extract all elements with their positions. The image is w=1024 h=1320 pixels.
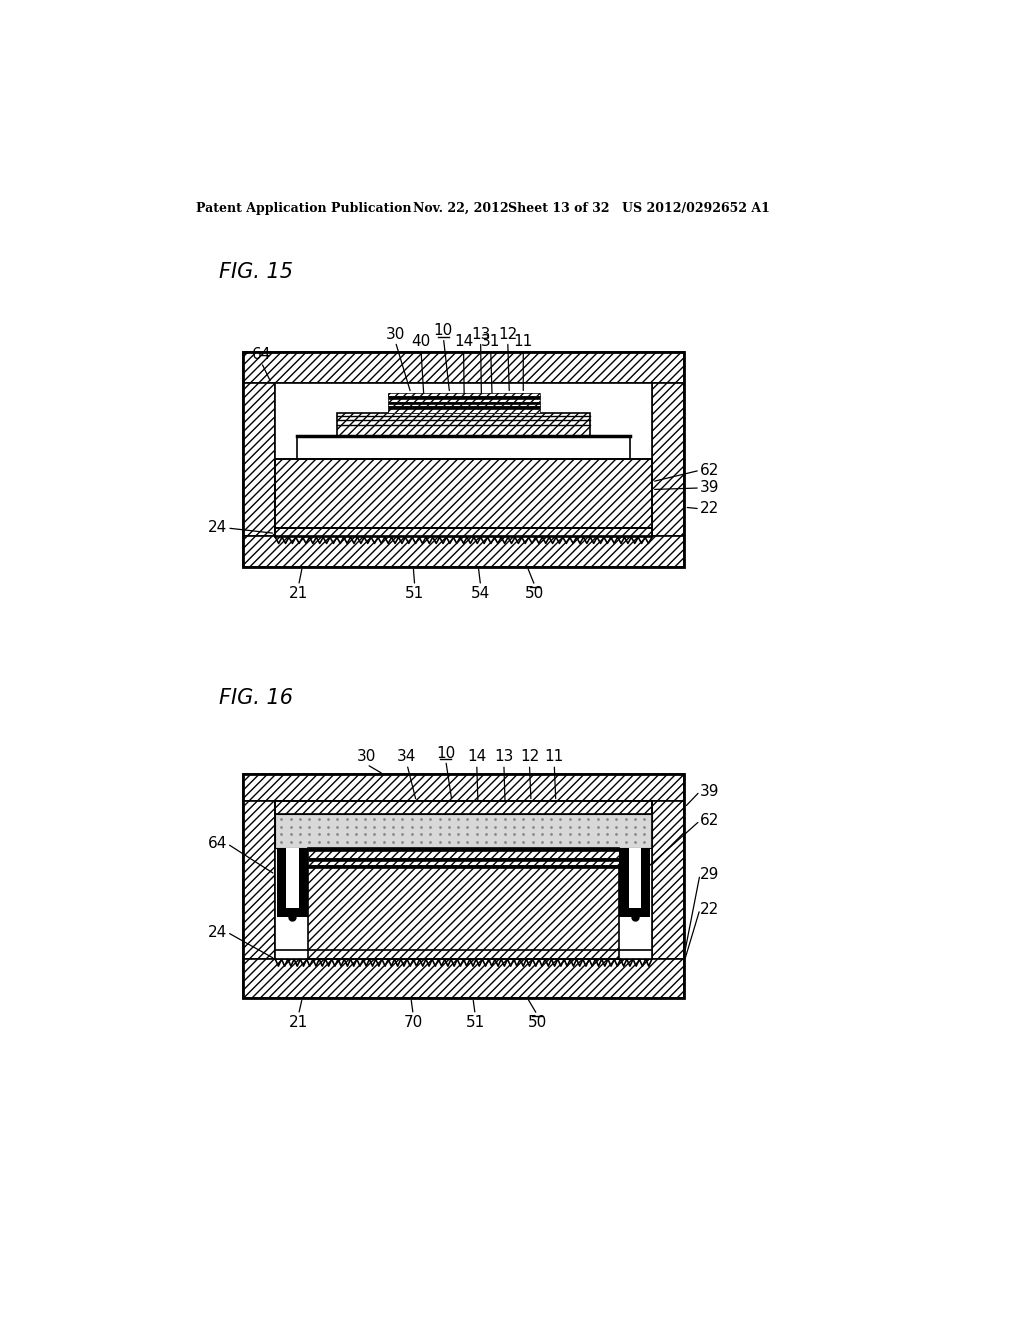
Bar [243, 775, 684, 801]
Bar [275, 528, 652, 537]
Text: 39: 39 [700, 480, 720, 495]
Text: 21: 21 [289, 586, 308, 601]
Text: 24: 24 [208, 925, 227, 940]
Text: 14: 14 [467, 750, 486, 764]
Text: 62: 62 [700, 813, 719, 828]
Bar [275, 528, 652, 537]
Bar [243, 352, 684, 566]
Text: 40: 40 [412, 334, 430, 350]
Bar [275, 801, 652, 960]
Text: Patent Application Publication: Patent Application Publication [197, 202, 412, 215]
Text: 64: 64 [252, 347, 271, 363]
Bar [308, 861, 620, 866]
Text: 62: 62 [700, 463, 719, 478]
Text: 39: 39 [700, 784, 720, 799]
Bar [243, 775, 684, 801]
Bar [243, 352, 684, 383]
Text: 14: 14 [454, 334, 473, 350]
Text: Sheet 13 of 32: Sheet 13 of 32 [508, 202, 609, 215]
Bar [388, 399, 540, 401]
Bar [388, 401, 540, 404]
Bar [275, 459, 652, 528]
Bar [308, 851, 620, 858]
Text: 21: 21 [289, 1015, 308, 1030]
Text: 31: 31 [481, 334, 501, 350]
Bar [388, 393, 540, 396]
Text: 11: 11 [514, 334, 532, 350]
Bar [308, 861, 620, 866]
Bar [652, 383, 684, 536]
Bar [276, 847, 308, 917]
Bar [629, 847, 641, 908]
Bar [337, 413, 590, 436]
Bar [243, 775, 684, 998]
Text: US 2012/0292652 A1: US 2012/0292652 A1 [623, 202, 770, 215]
Text: 13: 13 [471, 326, 490, 342]
Bar [388, 409, 540, 412]
Text: 12: 12 [520, 750, 539, 764]
Bar [243, 960, 684, 998]
Bar [275, 801, 652, 814]
Text: 12: 12 [498, 326, 517, 342]
Bar [337, 413, 590, 436]
Text: 54: 54 [471, 586, 490, 601]
Text: 50: 50 [527, 1015, 547, 1030]
Text: Nov. 22, 2012: Nov. 22, 2012 [414, 202, 509, 215]
Bar [275, 814, 652, 847]
Bar [275, 801, 652, 814]
Bar [308, 866, 620, 869]
Text: 70: 70 [403, 1015, 423, 1030]
Bar [652, 801, 684, 960]
Bar [652, 383, 684, 536]
Text: FIG. 16: FIG. 16 [219, 688, 294, 708]
Text: 30: 30 [357, 750, 377, 764]
Text: 30: 30 [386, 326, 406, 342]
Bar [388, 407, 540, 409]
Bar [388, 404, 540, 407]
Bar [275, 383, 652, 459]
Text: 22: 22 [700, 502, 719, 516]
Text: 24: 24 [208, 520, 227, 536]
Text: 13: 13 [495, 750, 514, 764]
Bar [286, 847, 299, 908]
Bar [243, 536, 684, 566]
Bar [652, 801, 684, 960]
Text: 51: 51 [466, 1015, 484, 1030]
Bar [620, 847, 650, 917]
Bar [388, 409, 540, 412]
Bar [243, 383, 275, 536]
Bar [388, 404, 540, 407]
Text: 29: 29 [700, 867, 719, 882]
Text: 10: 10 [434, 323, 453, 338]
Bar [308, 847, 620, 960]
Bar [308, 858, 620, 861]
Bar [243, 536, 684, 566]
Text: 10: 10 [436, 746, 456, 760]
Text: 22: 22 [700, 902, 719, 916]
Bar [243, 801, 275, 960]
Bar [308, 851, 620, 858]
Bar [308, 847, 620, 960]
Bar [243, 352, 684, 383]
Bar [275, 459, 652, 528]
Text: FIG. 15: FIG. 15 [219, 263, 294, 282]
Bar [388, 399, 540, 401]
Text: 50: 50 [525, 586, 545, 601]
Bar [308, 847, 620, 851]
Text: 34: 34 [397, 750, 417, 764]
Bar [297, 436, 630, 459]
Bar [388, 393, 540, 396]
Text: 51: 51 [406, 586, 424, 601]
Bar [243, 960, 684, 998]
Text: 64: 64 [208, 836, 227, 851]
Bar [388, 396, 540, 399]
Bar [243, 383, 275, 536]
Bar [243, 801, 275, 960]
Text: 11: 11 [545, 750, 564, 764]
Bar [275, 536, 652, 544]
